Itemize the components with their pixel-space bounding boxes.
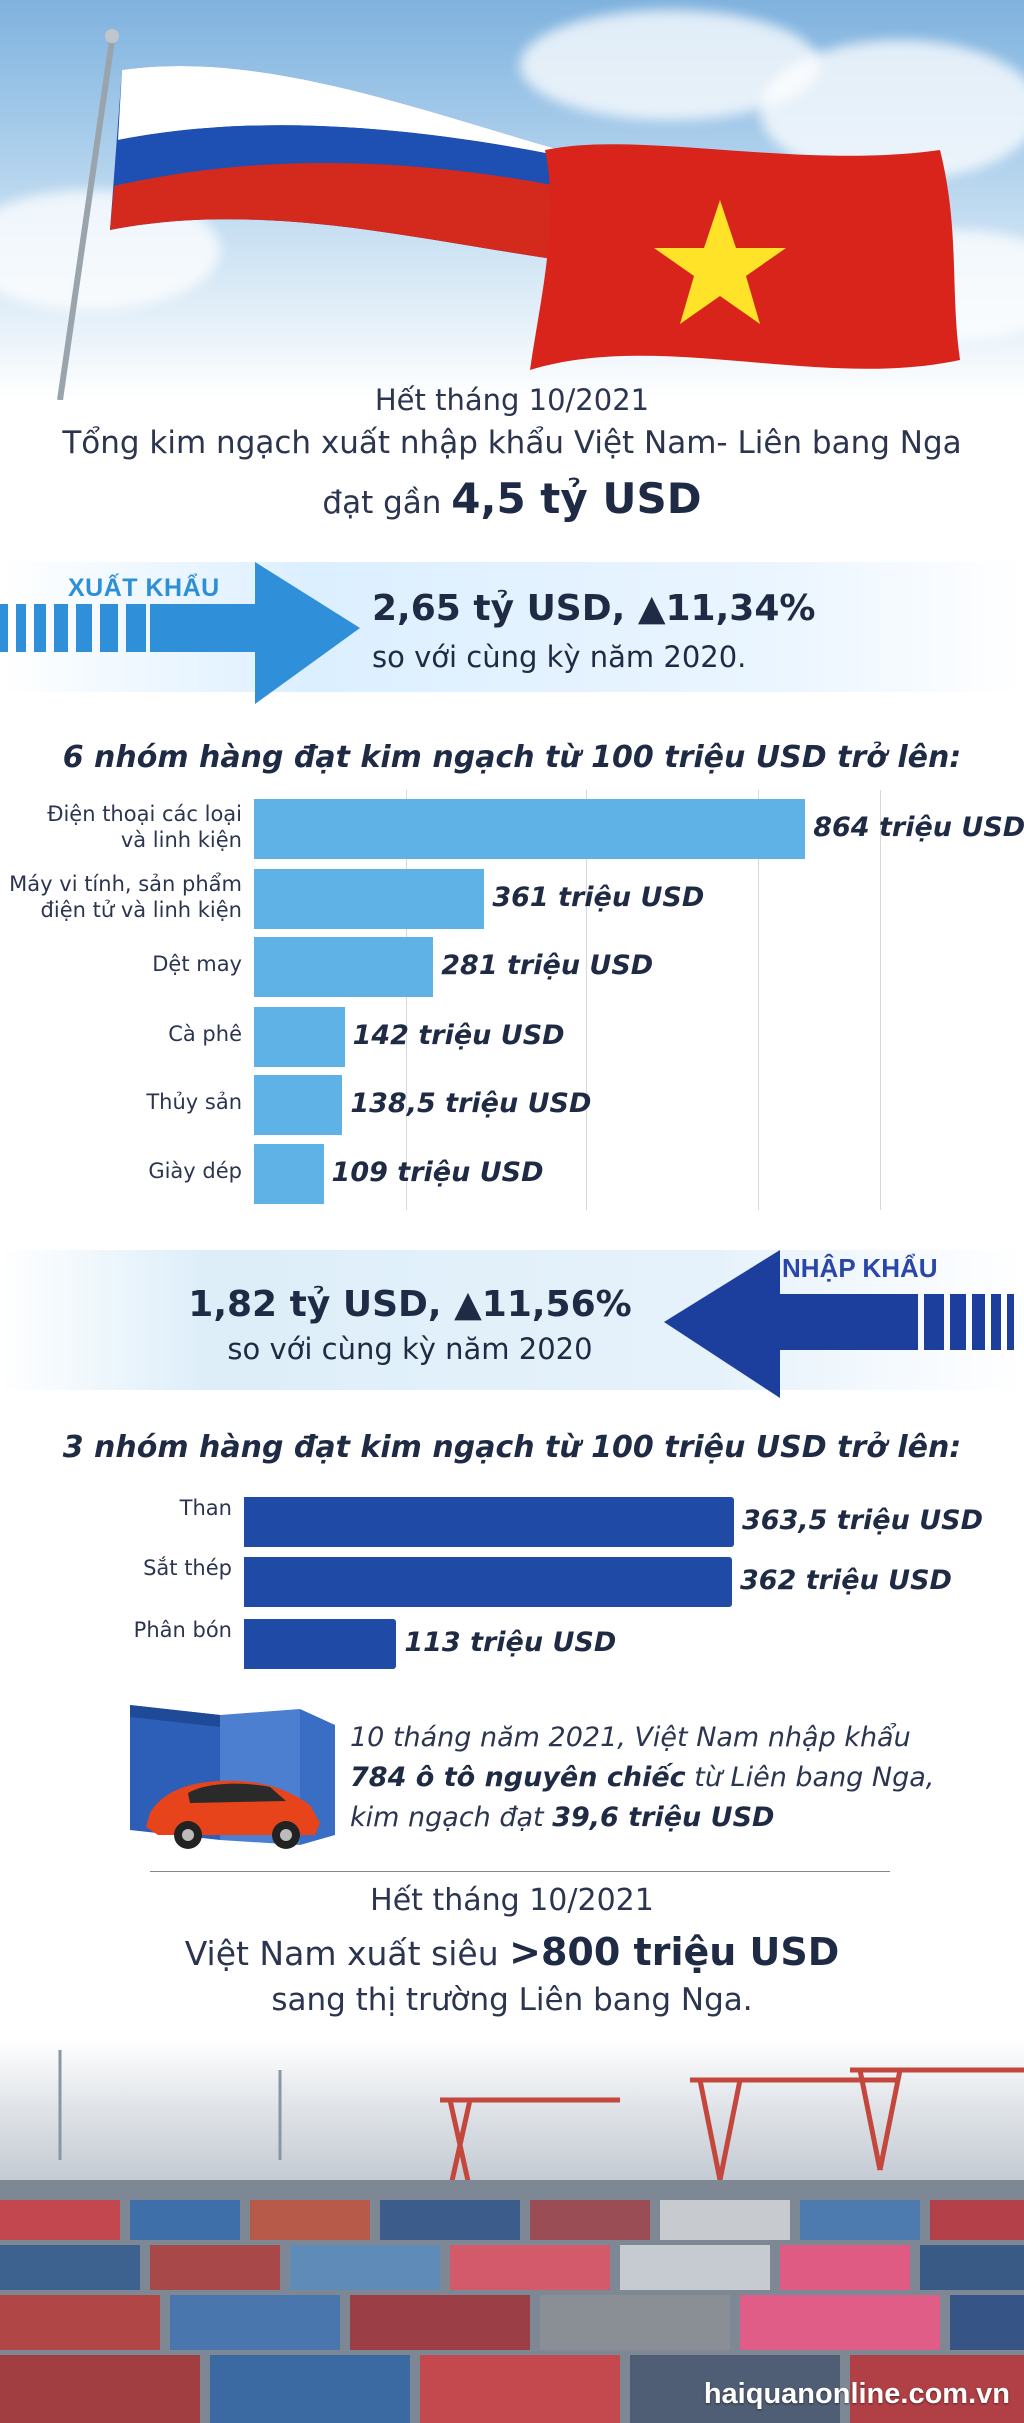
- summary-surplus-value: >800 triệu USD: [509, 1930, 840, 1974]
- value-label: 864 triệu USD: [813, 812, 1024, 843]
- value-label: 113 triệu USD: [404, 1627, 617, 1658]
- yellow-star-icon: [654, 200, 786, 324]
- hero-flags-image: [0, 0, 1024, 400]
- headline-date: Hết tháng 10/2021: [374, 383, 650, 417]
- bar: [244, 1619, 397, 1669]
- red-car-icon: [146, 1780, 320, 1849]
- value-label: 142 triệu USD: [352, 1020, 565, 1051]
- import-chart-title: 3 nhóm hàng đạt kim ngạch từ 100 triệu U…: [62, 1430, 962, 1465]
- car-note-line2: 784 ô tô nguyên chiếc từ Liên bang Nga,: [350, 1758, 990, 1798]
- value-label: 109 triệu USD: [331, 1157, 544, 1188]
- bar: [254, 1007, 345, 1067]
- bar: [254, 937, 434, 997]
- import-compare: so với cùng kỳ năm 2020: [227, 1332, 593, 1366]
- bar: [254, 1075, 343, 1135]
- car-note-line3: kim ngạch đạt 39,6 triệu USD: [350, 1798, 990, 1838]
- import-chart: Than 363,5 triệu USD Sắt thép 362 triệu USD…: [0, 1480, 1024, 1680]
- summary-surplus: Việt Nam xuất siêu >800 triệu USD: [0, 1930, 1024, 1974]
- flags-illustration: [57, 29, 960, 400]
- russia-flag: [110, 66, 600, 260]
- headline-total-value: 4,5 tỷ USD: [451, 474, 702, 523]
- export-arrow-icon: [0, 562, 360, 704]
- value-label: 138,5 triệu USD: [350, 1088, 592, 1119]
- container-stacks: [0, 2200, 1024, 2423]
- category-label: Sắt thép: [143, 1556, 232, 1580]
- summary-date: Hết tháng 10/2021: [370, 1883, 654, 1918]
- car-note-value-prefix: kim ngạch đạt: [350, 1802, 553, 1833]
- car-value: 39,6 triệu USD: [552, 1802, 775, 1833]
- category-label: Phân bón: [133, 1618, 232, 1642]
- bar: [254, 799, 806, 859]
- category-label: Dệt may: [152, 952, 242, 976]
- summary-surplus-prefix: Việt Nam xuất siêu: [184, 1934, 510, 1973]
- grid-line: [758, 790, 759, 1210]
- category-label: Điện thoại các loại và linh kiện: [47, 802, 242, 852]
- port-containers-image: [0, 2040, 1024, 2423]
- import-label: NHẬP KHẨU: [782, 1253, 938, 1283]
- vietnam-flag: [530, 144, 960, 370]
- cranes: [440, 2067, 1024, 2191]
- bar: [254, 869, 485, 929]
- headline-subject: Tổng kim ngạch xuất nhập khẩu Việt Nam- …: [62, 425, 962, 461]
- grid-line: [586, 790, 587, 1210]
- car-count: 784 ô tô nguyên chiếc: [350, 1762, 686, 1793]
- category-label: Giày dép: [148, 1159, 242, 1183]
- export-chart-title: 6 nhóm hàng đạt kim ngạch từ 100 triệu U…: [62, 740, 962, 775]
- car-note-origin: từ Liên bang Nga,: [685, 1762, 935, 1793]
- category-label: Máy vi tính, sản phẩm điện tử và linh ki…: [9, 872, 242, 922]
- port-illustration: [0, 2050, 1024, 2423]
- category-label: Cà phê: [168, 1022, 242, 1046]
- value-label: 362 triệu USD: [739, 1565, 952, 1596]
- flag-pole: [57, 39, 115, 400]
- import-arrow-icon: [664, 1250, 1014, 1398]
- category-label: Than: [179, 1496, 232, 1520]
- car-container-illustration: [130, 1705, 335, 1849]
- grid-line: [406, 790, 407, 1210]
- grid-line: [880, 790, 881, 1210]
- value-label: 361 triệu USD: [492, 882, 705, 913]
- summary-market: sang thị trường Liên bang Nga.: [271, 1982, 753, 2018]
- bar: [254, 1144, 324, 1204]
- bar: [244, 1497, 734, 1547]
- headline-total: đạt gần 4,5 tỷ USD: [0, 474, 1024, 523]
- car-note-line1: 10 tháng năm 2021, Việt Nam nhập khẩu: [350, 1722, 911, 1753]
- flag-pole-top: [105, 29, 119, 43]
- export-chart: Điện thoại các loại và linh kiện 864 triệ…: [0, 790, 1024, 1220]
- car-import-note: 10 tháng năm 2021, Việt Nam nhập khẩu 78…: [350, 1718, 990, 1838]
- value-label: 281 triệu USD: [441, 950, 654, 981]
- headline-total-prefix: đạt gần: [322, 485, 452, 521]
- bar: [244, 1557, 732, 1607]
- export-label: XUẤT KHẨU: [68, 574, 220, 602]
- export-compare: so với cùng kỳ năm 2020.: [372, 640, 747, 674]
- import-value: 1,82 tỷ USD, ▲11,56%: [188, 1284, 632, 1325]
- value-label: 363,5 triệu USD: [742, 1505, 983, 1536]
- category-label: Thủy sản: [146, 1090, 242, 1114]
- source-site: haiquanonline.com.vn: [703, 2378, 1010, 2410]
- export-value: 2,65 tỷ USD, ▲11,34%: [372, 588, 816, 629]
- divider: [150, 1871, 890, 1872]
